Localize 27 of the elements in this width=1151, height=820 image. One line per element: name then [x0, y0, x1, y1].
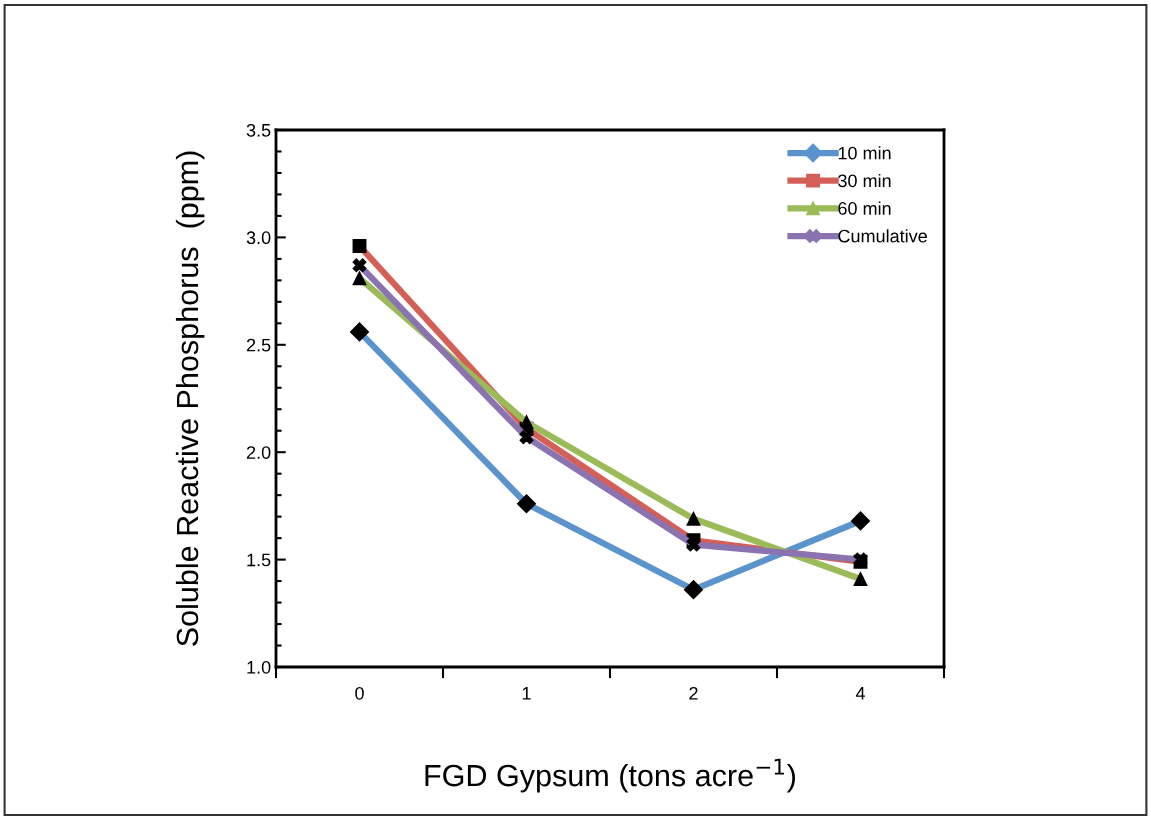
point — [853, 571, 868, 586]
point — [686, 537, 701, 552]
x-tick-label: 2 — [689, 686, 698, 700]
point — [686, 511, 701, 526]
x-tick-label: 1 — [522, 687, 531, 700]
y-tick-label: 1.5 — [247, 553, 271, 567]
point — [850, 511, 871, 531]
y-tick-label: 1.0 — [247, 660, 271, 674]
legend-label: 30 min — [838, 173, 891, 188]
point — [352, 258, 367, 273]
legend-label: 60 min — [838, 201, 891, 215]
point — [352, 239, 367, 253]
point — [349, 322, 370, 342]
y-tick-label: 3.0 — [246, 231, 271, 245]
y-tick-label: 2.5 — [246, 338, 271, 352]
point — [352, 271, 367, 286]
point — [683, 580, 704, 600]
point — [519, 430, 534, 445]
legend-label: 10 min — [838, 146, 891, 160]
x-tick-label: 0 — [355, 686, 364, 700]
y-tick-label: 3.5 — [246, 123, 271, 137]
x-tick-label: 4 — [855, 687, 865, 700]
y-tick-label: 2.0 — [246, 446, 271, 459]
y-axis-title: Soluble Reactive Phosphorus (ppm) — [175, 151, 205, 646]
point — [516, 494, 537, 514]
x-axis-title: FGD Gypsum (tons acre$^{−1}$) — [425, 758, 796, 793]
legend-label: Cumulative — [838, 229, 927, 243]
